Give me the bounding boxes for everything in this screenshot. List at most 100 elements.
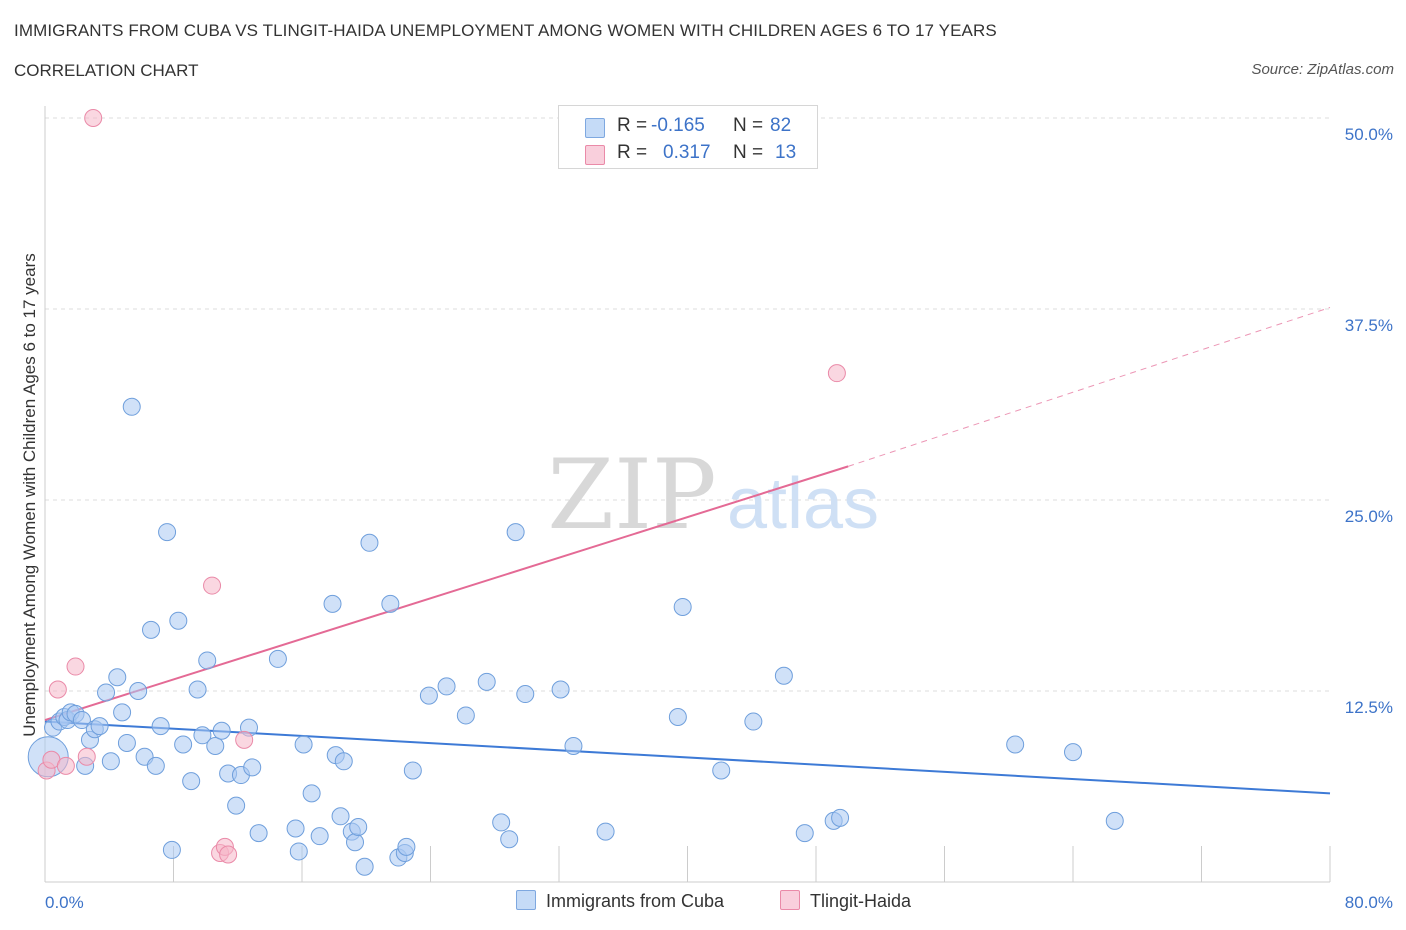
- point-cuba: [289, 842, 308, 861]
- watermark: ZIP atlas: [547, 439, 879, 551]
- y-axis-label: Unemployment Among Women with Children A…: [20, 253, 39, 737]
- legend-r-value: 0.317: [663, 142, 711, 163]
- point-cuba: [142, 620, 161, 639]
- point-cuba: [122, 397, 141, 416]
- point-cuba: [117, 733, 136, 752]
- legend-swatch-tlingit: [585, 145, 605, 165]
- bottom-legend-swatch-cuba: [516, 890, 536, 910]
- point-cuba: [477, 672, 496, 691]
- point-cuba: [456, 706, 475, 725]
- point-cuba: [113, 703, 132, 722]
- point-cuba: [397, 837, 416, 856]
- point-cuba: [97, 683, 116, 702]
- x-tick-label: 0.0%: [45, 893, 84, 912]
- point-cuba: [101, 752, 120, 771]
- point-tlingit: [48, 680, 67, 699]
- point-cuba: [564, 737, 583, 756]
- point-cuba: [129, 682, 148, 700]
- point-cuba: [381, 594, 400, 613]
- bottom-legend-cuba: Immigrants from Cuba: [516, 890, 724, 912]
- point-cuba: [72, 711, 91, 730]
- point-cuba: [294, 735, 313, 754]
- point-cuba: [795, 824, 814, 843]
- legend-r-label: R =: [617, 142, 648, 163]
- point-tlingit: [84, 109, 103, 127]
- point-cuba: [268, 649, 287, 668]
- point-tlingit: [66, 657, 85, 676]
- point-cuba: [334, 752, 353, 771]
- legend-r-value: -0.165: [651, 115, 705, 136]
- point-cuba: [1105, 811, 1124, 830]
- watermark-atlas: atlas: [727, 464, 879, 544]
- point-cuba: [169, 611, 188, 630]
- point-cuba: [346, 833, 365, 852]
- point-cuba: [227, 796, 246, 815]
- point-cuba: [323, 594, 342, 613]
- legend-n-label: N =: [733, 115, 764, 136]
- point-tlingit: [827, 364, 846, 383]
- point-cuba: [668, 707, 687, 726]
- bottom-legend-swatch-tlingit: [780, 890, 800, 910]
- point-cuba: [1064, 743, 1082, 762]
- legend-n-label: N =: [733, 142, 764, 163]
- point-cuba: [506, 523, 525, 542]
- point-cuba: [188, 680, 207, 699]
- point-cuba: [162, 840, 181, 859]
- trend-line-tlingit: [44, 465, 849, 721]
- point-cuba: [146, 756, 165, 775]
- point-cuba: [151, 717, 170, 736]
- trend-line-tlingit-extension: [847, 306, 1331, 467]
- watermark-zip: ZIP: [547, 439, 716, 551]
- source-credit: Source: ZipAtlas.com: [1251, 61, 1394, 78]
- x-tick-label: 80.0%: [1345, 893, 1393, 912]
- y-tick-label: 25.0%: [1345, 507, 1393, 526]
- point-cuba: [437, 677, 456, 696]
- point-tlingit: [203, 576, 222, 595]
- point-cuba: [182, 772, 201, 791]
- legend-r-label: R =: [617, 115, 648, 136]
- point-cuba: [198, 651, 217, 670]
- trend-lines: [44, 306, 1331, 795]
- point-cuba: [492, 813, 511, 832]
- point-cuba: [403, 761, 422, 780]
- point-cuba: [193, 726, 212, 745]
- point-tlingit: [77, 747, 96, 766]
- point-cuba: [355, 857, 374, 876]
- point-cuba: [90, 717, 109, 736]
- point-tlingit: [56, 756, 75, 775]
- y-tick-label: 12.5%: [1345, 698, 1393, 717]
- tick-labels: 12.5% 25.0% 37.5% 50.0% 0.0% 80.0%: [45, 125, 1393, 912]
- point-cuba: [302, 784, 321, 803]
- chart-title: IMMIGRANTS FROM CUBA VS TLINGIT-HAIDA UN…: [14, 21, 997, 40]
- point-cuba: [310, 827, 329, 846]
- legend-swatch-cuba: [585, 118, 605, 138]
- point-cuba: [108, 668, 127, 687]
- point-cuba: [774, 666, 793, 685]
- point-cuba: [212, 721, 231, 740]
- point-cuba: [500, 830, 519, 849]
- y-tick-label: 37.5%: [1345, 316, 1393, 335]
- legend-n-value: 82: [770, 115, 792, 136]
- point-cuba: [349, 817, 368, 836]
- trend-line-cuba: [44, 720, 1331, 795]
- point-cuba: [243, 758, 262, 777]
- point-cuba: [744, 712, 763, 731]
- bottom-legend-tlingit: Tlingit-Haida: [780, 890, 911, 912]
- point-cuba: [1006, 735, 1025, 754]
- data-points: [27, 109, 1124, 876]
- correlation-legend: R = -0.165 N = 82 R = 0.317 N = 13: [558, 105, 818, 169]
- point-cuba: [673, 597, 692, 616]
- chart-subtitle: CORRELATION CHART: [14, 61, 199, 80]
- point-cuba: [831, 808, 850, 827]
- bottom-legend-label-tlingit: Tlingit-Haida: [810, 891, 912, 911]
- point-cuba: [551, 680, 570, 699]
- point-cuba: [249, 824, 268, 843]
- point-cuba: [158, 523, 177, 542]
- y-tick-label: 50.0%: [1345, 125, 1393, 144]
- point-cuba: [174, 735, 193, 754]
- point-tlingit: [219, 845, 238, 864]
- point-tlingit: [235, 730, 254, 749]
- bottom-legend-label-cuba: Immigrants from Cuba: [546, 891, 725, 911]
- point-cuba: [419, 686, 438, 705]
